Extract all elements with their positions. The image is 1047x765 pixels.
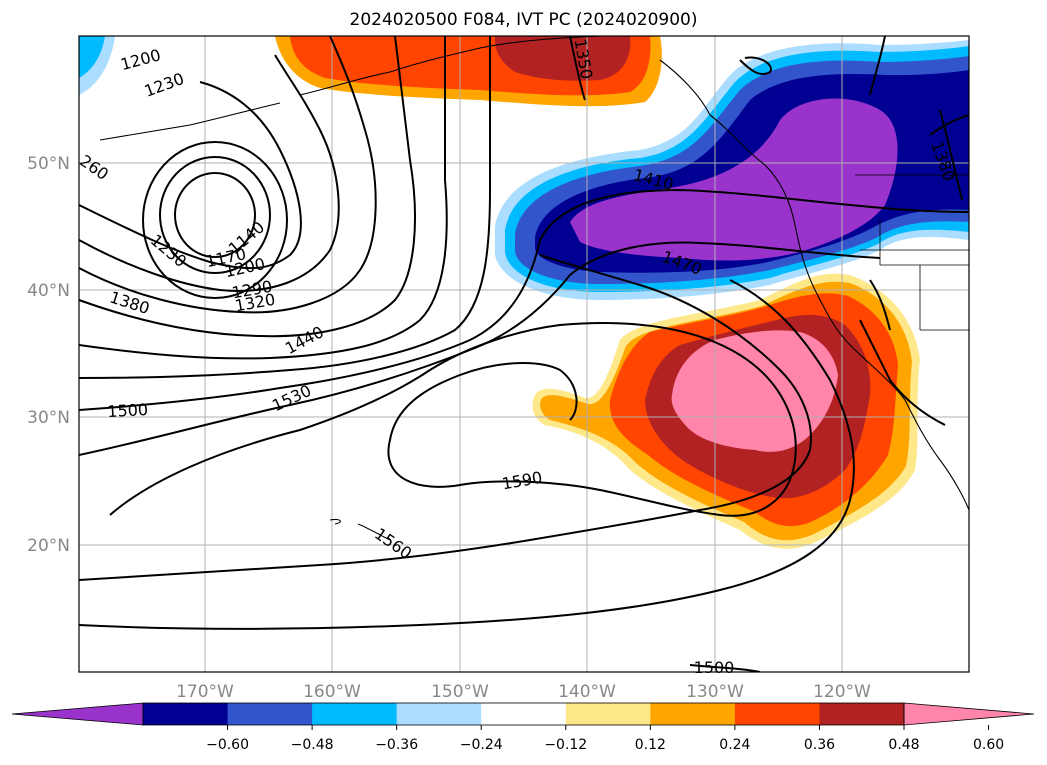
lat-label-40n: 40°N bbox=[27, 281, 70, 301]
colorbar-segment bbox=[819, 703, 905, 725]
colorbar-tick-label: −0.48 bbox=[291, 737, 334, 753]
colorbar-extend-high bbox=[903, 702, 1035, 726]
lon-labels: 170°W 160°W 150°W 140°W 130°W 120°W bbox=[176, 682, 871, 702]
lon-label-140w: 140°W bbox=[558, 682, 616, 702]
colorbar-tick-label: 0.60 bbox=[973, 737, 1004, 753]
colorbar-ticks: −0.60 −0.48 −0.36 −0.24 −0.12 0.12 0.24 0.36 0.4… bbox=[206, 725, 1004, 753]
colorbar-segment bbox=[143, 703, 229, 725]
colorbar-tick-label: 0.36 bbox=[804, 737, 835, 753]
ivt-shading bbox=[79, 36, 969, 672]
pos-top-brick bbox=[494, 36, 631, 81]
lon-label-160w: 160°W bbox=[303, 682, 361, 702]
colorbar: −0.60 −0.48 −0.36 −0.24 −0.12 0.12 0.24 0.36 0.4… bbox=[11, 702, 1035, 753]
coastlines bbox=[99, 36, 969, 541]
contour-label-1500: 1500 bbox=[107, 400, 149, 421]
lon-label-170w: 170°W bbox=[176, 682, 234, 702]
borders bbox=[855, 174, 969, 331]
colorbar-extend-low bbox=[11, 702, 144, 726]
map-frame bbox=[78, 35, 970, 673]
colorbar-segment bbox=[565, 703, 651, 725]
colorbar-segment bbox=[227, 703, 313, 725]
colorbar-tick-label: 0.24 bbox=[719, 737, 750, 753]
lon-label-130w: 130°W bbox=[686, 682, 744, 702]
colorbar-segments bbox=[143, 703, 905, 725]
colorbar-tick-label: −0.24 bbox=[460, 737, 503, 753]
colorbar-tick-label: 0.48 bbox=[888, 737, 919, 753]
colorbar-segment bbox=[650, 703, 736, 725]
colorbar-segment bbox=[481, 703, 567, 725]
colorbar-tick-label: −0.12 bbox=[544, 737, 587, 753]
colorbar-tick-label: −0.60 bbox=[206, 737, 249, 753]
lon-label-120w: 120°W bbox=[813, 682, 871, 702]
map-title: 2024020500 F084, IVT PC (2024020900) bbox=[349, 10, 698, 30]
lat-label-20n: 20°N bbox=[27, 536, 70, 556]
contour-label-1500b: 1500 bbox=[694, 658, 735, 677]
lat-label-50n: 50°N bbox=[27, 154, 70, 174]
colorbar-tick-label: −0.36 bbox=[375, 737, 418, 753]
colorbar-segment bbox=[734, 703, 820, 725]
lon-label-150w: 150°W bbox=[431, 682, 489, 702]
contours bbox=[79, 36, 969, 672]
neg-region-purple bbox=[570, 98, 898, 261]
lat-labels: 50°N 40°N 30°N 20°N bbox=[27, 154, 70, 556]
colorbar-frame bbox=[142, 702, 905, 726]
colorbar-tick-label: 0.12 bbox=[635, 737, 666, 753]
pos-region-pink bbox=[671, 330, 838, 452]
neg-corner-cyan bbox=[79, 36, 105, 78]
colorbar-segment bbox=[312, 703, 398, 725]
colorbar-segment bbox=[396, 703, 482, 725]
lat-label-30n: 30°N bbox=[27, 408, 70, 428]
